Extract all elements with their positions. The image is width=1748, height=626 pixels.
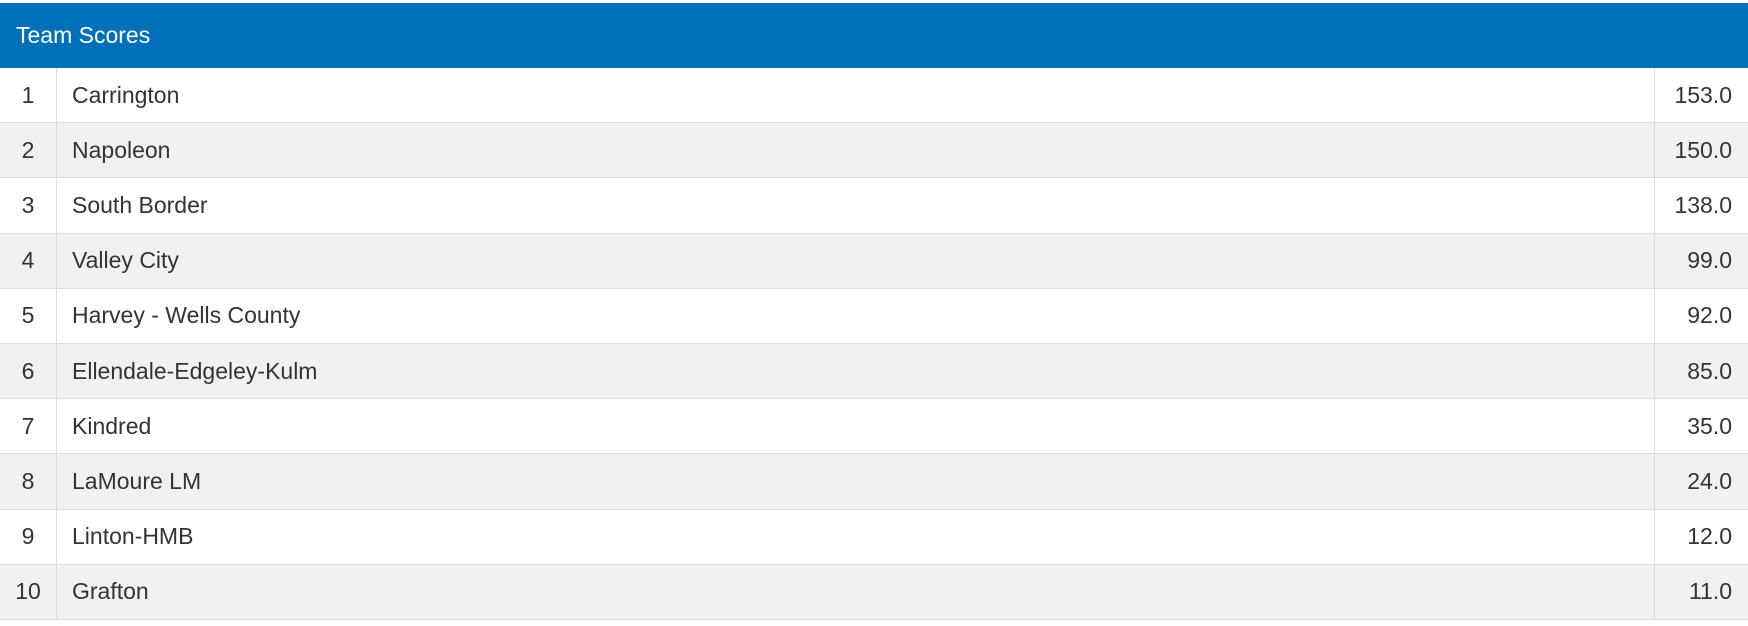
rank-cell: 6 bbox=[0, 343, 57, 399]
table-row: 10 Grafton 11.0 bbox=[0, 564, 1748, 620]
team-name-cell: South Border bbox=[57, 178, 1655, 233]
team-name-cell: Kindred bbox=[57, 399, 1655, 454]
table-row: 8 LaMoure LM 24.0 bbox=[0, 454, 1748, 510]
table-row: 1 Carrington 153.0 bbox=[0, 68, 1748, 124]
rank-cell: 9 bbox=[0, 509, 57, 564]
rank-cell: 1 bbox=[0, 68, 57, 123]
rank-cell: 7 bbox=[0, 399, 57, 454]
team-name-cell: Napoleon bbox=[57, 123, 1655, 178]
score-cell: 35.0 bbox=[1687, 412, 1732, 439]
team-name-cell: Grafton bbox=[57, 564, 1655, 619]
score-cell: 12.0 bbox=[1687, 523, 1732, 550]
rank-cell: 4 bbox=[0, 233, 57, 288]
table-row: 2 Napoleon 150.0 bbox=[0, 123, 1748, 179]
score-cell: 85.0 bbox=[1687, 357, 1732, 384]
rank-cell: 8 bbox=[0, 454, 57, 509]
table-row: 7 Kindred 35.0 bbox=[0, 399, 1748, 455]
rank-cell: 2 bbox=[0, 123, 57, 178]
score-cell: 24.0 bbox=[1687, 467, 1732, 494]
score-cell: 153.0 bbox=[1674, 81, 1732, 108]
panel-title: Team Scores bbox=[0, 3, 1748, 68]
team-name-cell: Carrington bbox=[57, 68, 1655, 123]
score-cell: 138.0 bbox=[1674, 191, 1732, 218]
table-row: 3 South Border 138.0 bbox=[0, 178, 1748, 234]
score-cell: 11.0 bbox=[1688, 578, 1732, 605]
rank-cell: 10 bbox=[0, 564, 57, 619]
table-row: 9 Linton-HMB 12.0 bbox=[0, 509, 1748, 565]
team-name-cell: LaMoure LM bbox=[57, 454, 1655, 509]
score-cell: 150.0 bbox=[1674, 136, 1732, 163]
team-name-cell: Valley City bbox=[57, 233, 1655, 288]
team-name-cell: Linton-HMB bbox=[57, 509, 1655, 564]
rank-cell: 5 bbox=[0, 288, 57, 343]
table-row: 4 Valley City 99.0 bbox=[0, 233, 1748, 289]
rank-cell: 3 bbox=[0, 178, 57, 233]
team-scores-panel: Team Scores 1 Carrington 153.0 2 Napoleon 150… bbox=[0, 3, 1748, 620]
score-cell: 92.0 bbox=[1687, 302, 1732, 329]
team-name-cell: Ellendale-Edgeley-Kulm bbox=[57, 343, 1655, 399]
team-name-cell: Harvey - Wells County bbox=[57, 288, 1655, 343]
score-cell: 99.0 bbox=[1687, 247, 1732, 274]
score-table: 1 Carrington 153.0 2 Napoleon 150.0 3 South Bor… bbox=[0, 68, 1748, 620]
table-row: 6 Ellendale-Edgeley-Kulm 85.0 bbox=[0, 343, 1748, 400]
table-row: 5 Harvey - Wells County 92.0 bbox=[0, 288, 1748, 344]
